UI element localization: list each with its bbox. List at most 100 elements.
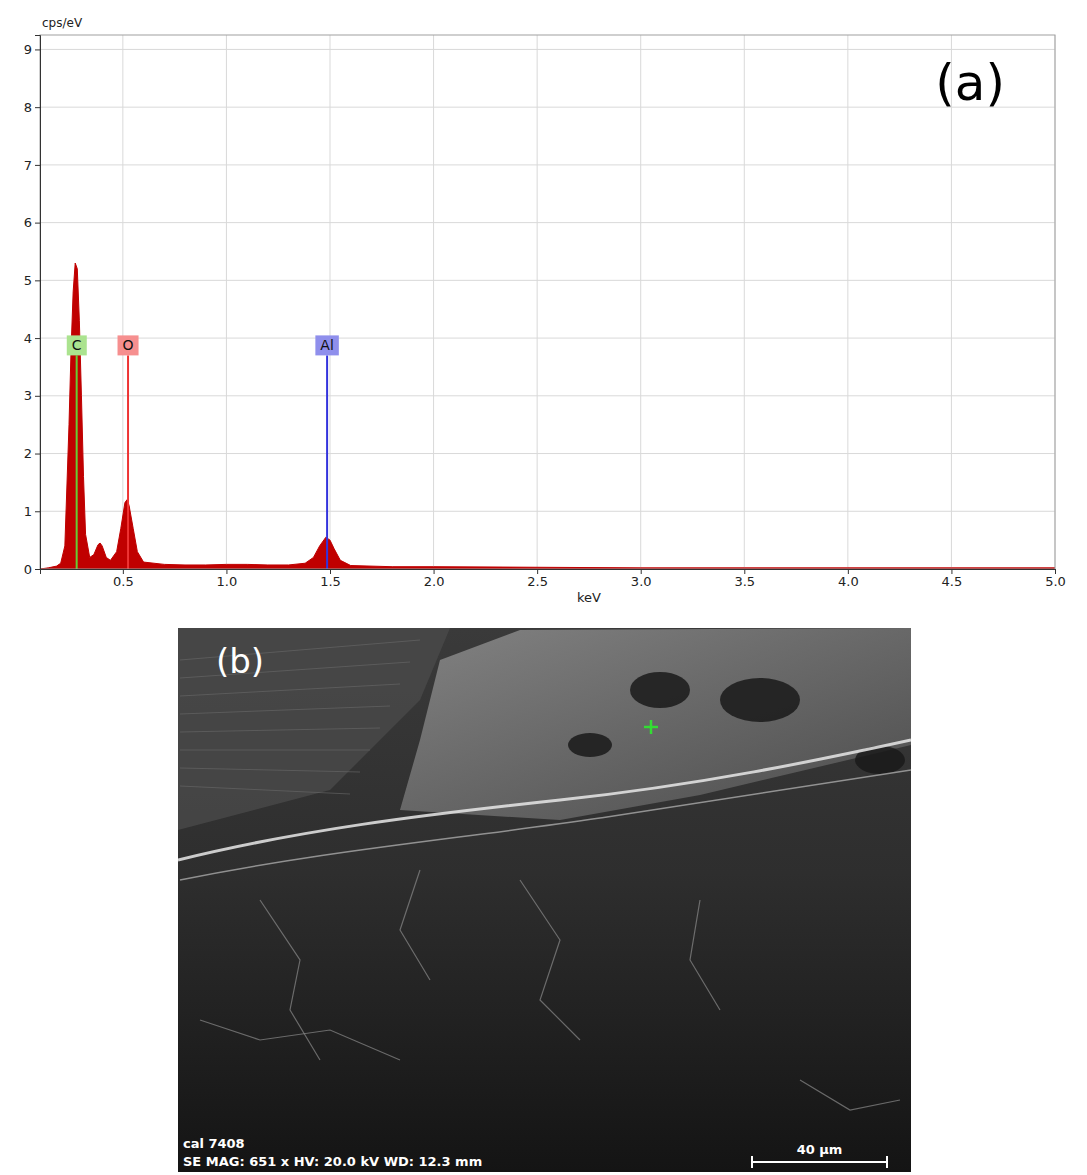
y-tick-label: 5 <box>24 273 32 288</box>
y-tick-mark <box>35 165 40 166</box>
y-axis: 0123456789 <box>24 36 41 577</box>
panel-label: (a) <box>935 54 1005 112</box>
sem-streak <box>180 728 380 732</box>
sem-cavity <box>630 672 690 708</box>
acquisition-info: SE MAG: 651 x HV: 20.0 kV WD: 12.3 mm <box>183 1154 482 1169</box>
grid-line-y <box>40 511 1055 512</box>
grid-line-x <box>744 35 745 569</box>
y-tick-mark <box>35 107 40 108</box>
y-axis-line <box>35 36 41 570</box>
grid-line-y <box>40 338 1055 339</box>
grid-line-y <box>40 164 1055 165</box>
grid-line-y <box>40 222 1055 223</box>
x-tick-label: 1.5 <box>320 574 341 589</box>
x-tick: 3.0 <box>631 569 652 589</box>
grid-line-x <box>226 35 227 569</box>
plot-background <box>40 35 1055 569</box>
grid-line-x <box>330 35 331 569</box>
element-label-box <box>67 335 87 355</box>
y-tick-mark <box>35 49 40 50</box>
y-tick: 1 <box>24 504 40 519</box>
sample-label: cal 7408 <box>183 1136 245 1151</box>
x-tick: 5.0 <box>1045 569 1066 589</box>
x-axis: 0.51.01.52.02.53.03.54.04.55.0 <box>41 569 1066 589</box>
x-tick-label: 1.0 <box>217 574 238 589</box>
y-tick-label: 4 <box>24 331 32 346</box>
grid-line-x <box>537 35 538 569</box>
grid-line-y <box>40 280 1055 281</box>
x-tick: 4.0 <box>838 569 859 589</box>
grid-line-y <box>40 395 1055 396</box>
element-labels: C O Al <box>67 335 339 355</box>
element-line <box>326 355 328 569</box>
y-tick: 8 <box>24 100 40 115</box>
x-axis-line <box>41 570 1056 575</box>
y-tick-label: 8 <box>24 100 32 115</box>
grid <box>40 35 1055 569</box>
element-label: Al <box>315 335 338 355</box>
x-tick: 3.5 <box>734 569 755 589</box>
y-tick: 5 <box>24 273 40 288</box>
y-tick-label: 6 <box>24 215 32 230</box>
y-tick-mark <box>35 454 40 455</box>
scale-bar-end <box>886 1156 888 1168</box>
scale-bar-label: 40 µm <box>797 1142 843 1157</box>
scale-bar <box>752 1161 887 1163</box>
element-label-text: Al <box>320 337 333 353</box>
grid-line-x <box>433 35 434 569</box>
spectrum-area <box>40 263 1055 569</box>
x-tick: 1.5 <box>320 569 341 589</box>
sem-streak <box>180 684 400 696</box>
y-tick-mark <box>35 280 40 281</box>
panel-label: (b) <box>216 641 264 681</box>
y-tick-label: 2 <box>24 446 32 461</box>
sem-crack <box>520 880 580 1040</box>
x-axis-title: keV <box>577 590 601 605</box>
sem-streak <box>180 706 390 714</box>
element-label: O <box>118 335 139 355</box>
x-tick-label: 3.0 <box>631 574 652 589</box>
y-tick: 7 <box>24 158 40 173</box>
plot-frame <box>40 35 1055 569</box>
element-line <box>76 355 78 569</box>
sem-marker <box>650 720 653 734</box>
grid-line-x <box>122 35 123 569</box>
sem-streak <box>180 786 350 794</box>
y-tick: 0 <box>24 562 40 577</box>
grid-line-x <box>640 35 641 569</box>
sem-edge <box>178 740 911 860</box>
scale-bar-end <box>751 1156 753 1168</box>
sem-crack <box>800 1080 900 1110</box>
element-line <box>127 355 129 569</box>
sem-image: (b) cal 7408 SE MAG: 651 x HV: 20.0 kV WD:… <box>178 628 911 1172</box>
element-label: C <box>67 335 87 355</box>
element-label-box <box>118 335 139 355</box>
y-tick-label: 9 <box>24 42 32 57</box>
figure: 0.51.01.52.02.53.03.54.04.55.00123456789… <box>0 0 1087 1175</box>
sem-crack <box>400 870 430 980</box>
x-tick: 2.5 <box>527 569 548 589</box>
grid-line-y <box>40 49 1055 50</box>
sem-crack <box>200 1020 400 1060</box>
x-tick: 1.0 <box>217 569 238 589</box>
y-tick: 6 <box>24 215 40 230</box>
grid-line-y <box>40 453 1055 454</box>
sem-cavity <box>568 733 612 757</box>
grid-line-x <box>951 35 952 569</box>
sem-streak <box>180 768 360 772</box>
x-tick: 0.5 <box>113 569 134 589</box>
y-tick: 9 <box>24 42 40 57</box>
y-tick: 4 <box>24 331 40 346</box>
sem-cavity <box>720 678 800 722</box>
y-tick-mark <box>35 338 40 339</box>
y-tick-label: 1 <box>24 504 32 519</box>
y-tick: 2 <box>24 446 40 461</box>
x-tick-label: 2.0 <box>424 574 445 589</box>
x-tick-label: 0.5 <box>113 574 134 589</box>
plot-area <box>40 263 1055 569</box>
grid-line-y <box>40 107 1055 108</box>
sem-fracture-region <box>400 628 911 820</box>
y-tick-label: 7 <box>24 158 32 173</box>
sem-background <box>178 628 911 1172</box>
element-label-box <box>315 335 338 355</box>
